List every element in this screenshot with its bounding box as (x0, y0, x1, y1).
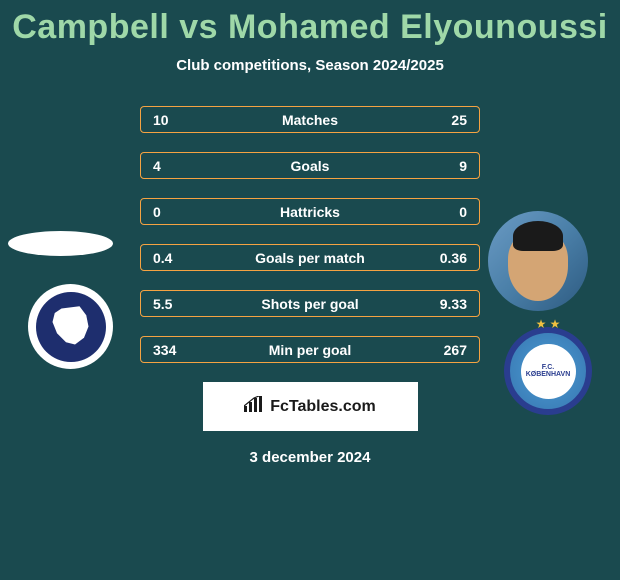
stat-left-value: 0.4 (153, 250, 172, 266)
club-right-badge-inner: F.C. KØBENHAVN (521, 344, 576, 399)
chart-icon (244, 396, 264, 417)
stat-left-value: 5.5 (153, 296, 172, 312)
player-right-avatar (488, 211, 588, 311)
stars-icon: ★ ★ (536, 317, 561, 331)
page-title: Campbell vs Mohamed Elyounoussi (0, 0, 620, 47)
stat-label: Matches (282, 112, 338, 128)
stat-row: 334 Min per goal 267 (140, 336, 480, 363)
club-right-badge: ★ ★ F.C. KØBENHAVN (498, 321, 598, 421)
attribution-box: FcTables.com (203, 382, 418, 431)
stat-label: Goals (291, 158, 330, 174)
stat-left-value: 4 (153, 158, 161, 174)
stat-label: Shots per goal (261, 296, 358, 312)
stat-right-value: 0 (459, 204, 467, 220)
stat-left-value: 0 (153, 204, 161, 220)
stat-row: 10 Matches 25 (140, 106, 480, 133)
stat-row: 5.5 Shots per goal 9.33 (140, 290, 480, 317)
stat-right-value: 9.33 (440, 296, 467, 312)
stat-row: 0 Hattricks 0 (140, 198, 480, 225)
player-face-icon (508, 231, 568, 301)
stat-left-value: 10 (153, 112, 169, 128)
stat-right-value: 0.36 (440, 250, 467, 266)
stat-label: Hattricks (280, 204, 340, 220)
date-text: 3 december 2024 (0, 449, 620, 466)
horse-icon (48, 304, 93, 349)
stat-right-value: 9 (459, 158, 467, 174)
attribution-text: FcTables.com (270, 398, 376, 416)
stats-table: 10 Matches 25 4 Goals 9 0 Hattricks 0 0.… (140, 106, 480, 363)
stat-label: Goals per match (255, 250, 365, 266)
stat-label: Min per goal (269, 342, 351, 358)
club-left-badge-inner (36, 292, 106, 362)
stat-left-value: 334 (153, 342, 176, 358)
club-left-badge (28, 284, 113, 369)
stat-right-value: 25 (451, 112, 467, 128)
player-hair-icon (513, 221, 563, 251)
stat-row: 4 Goals 9 (140, 152, 480, 179)
stat-right-value: 267 (444, 342, 467, 358)
content-area: ★ ★ F.C. KØBENHAVN 10 Matches 25 4 Goals… (0, 106, 620, 466)
page-subtitle: Club competitions, Season 2024/2025 (0, 57, 620, 74)
player-left-avatar (8, 231, 113, 256)
club-right-badge-circle: ★ ★ F.C. KØBENHAVN (504, 327, 592, 415)
stat-row: 0.4 Goals per match 0.36 (140, 244, 480, 271)
